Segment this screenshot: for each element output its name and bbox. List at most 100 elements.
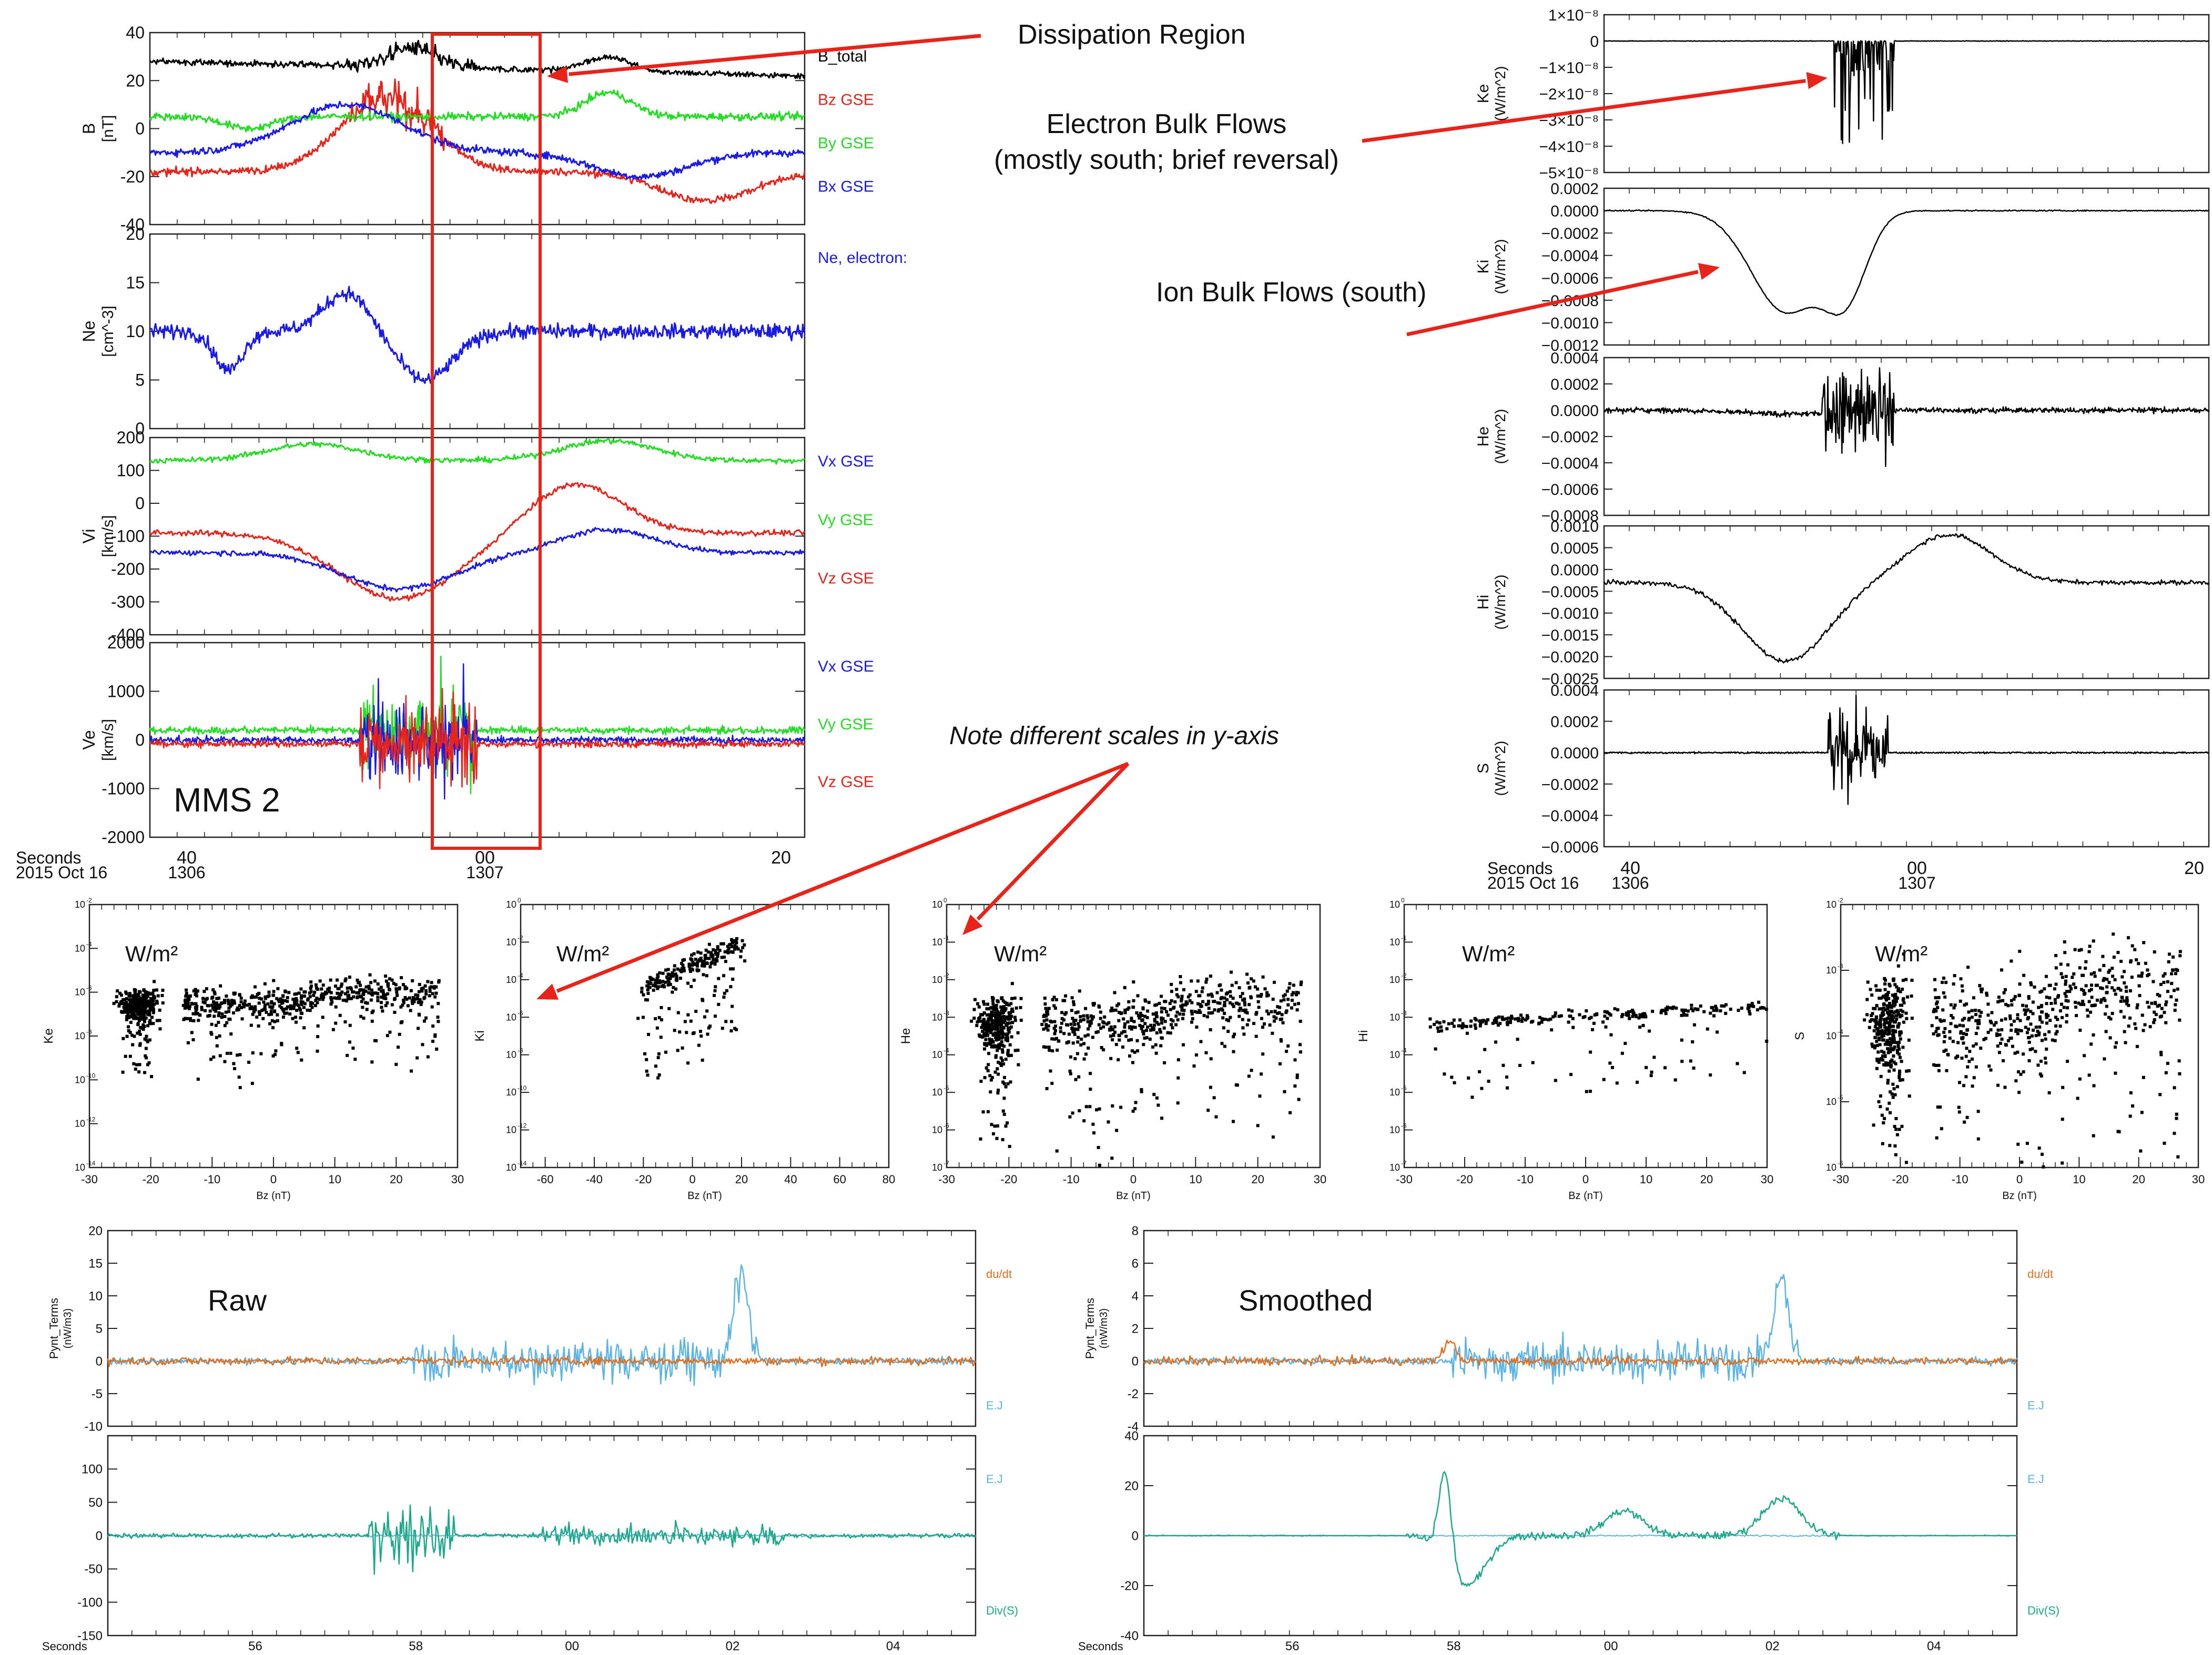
scatter-point <box>2034 1034 2038 1038</box>
scatter-point <box>2157 1003 2161 1007</box>
scatter-point <box>2044 1061 2047 1065</box>
scatter-point <box>384 979 388 983</box>
scatter-point <box>266 995 270 998</box>
scatter-point <box>1634 1013 1638 1017</box>
y-tick-label: 10 <box>88 1289 103 1303</box>
scatter-point <box>295 1047 299 1050</box>
scatter-point <box>1084 1105 1088 1109</box>
scatter-point <box>1952 982 1955 986</box>
scatter-point <box>239 1000 243 1004</box>
scatter-point <box>1005 1002 1009 1005</box>
y-axis-label: Ne <box>79 321 98 342</box>
scatter-point <box>1004 1023 1008 1027</box>
scatter-point <box>309 980 313 984</box>
scatter-point <box>277 998 280 1002</box>
scatter-point <box>1126 1008 1130 1011</box>
scatter-point <box>2154 1013 2158 1017</box>
scatter-points <box>112 973 441 1089</box>
x-tick-label: 60 <box>833 1173 846 1186</box>
scatter-point <box>1898 1079 1902 1082</box>
scatter-point <box>1885 1039 1889 1042</box>
scatter-point <box>636 1017 640 1020</box>
scatter-point <box>692 952 696 956</box>
scatter-point <box>1002 1026 1006 1030</box>
scatter-point <box>145 991 149 994</box>
y-tick-label: 10 <box>75 1162 85 1173</box>
scatter-point <box>291 998 295 1001</box>
scatter-point <box>1901 1045 1905 1049</box>
scatter-point <box>355 991 359 994</box>
scatter-point <box>1298 1050 1302 1054</box>
scatter-point <box>2086 1014 2090 1018</box>
scatter-point <box>232 1011 235 1014</box>
scatter-point <box>1001 1059 1004 1062</box>
right-panel-frame <box>1603 525 2210 679</box>
scatter-point <box>1120 1031 1123 1035</box>
scatter-point <box>2135 1006 2139 1010</box>
scatter-point <box>2084 984 2088 988</box>
scatter-point <box>2139 1149 2143 1153</box>
scatter-point <box>134 991 137 995</box>
y-tick-label: 0 <box>135 119 145 138</box>
scatter-point <box>294 1016 298 1019</box>
scatter-point <box>294 997 298 1001</box>
scatter-point <box>1977 1009 1981 1012</box>
scatter-point <box>1465 1024 1468 1028</box>
scatter-point <box>1102 1021 1106 1024</box>
scatter-point <box>1893 1093 1897 1096</box>
scatter-point <box>735 1028 738 1031</box>
scatter-point <box>657 1052 661 1055</box>
scatter-point <box>2127 1003 2130 1007</box>
y-tick-exponent: -6 <box>943 1122 949 1130</box>
scatter-point <box>1712 1009 1716 1012</box>
scatter-point <box>201 997 205 1000</box>
x-tick-label: 00 <box>1604 1639 1618 1653</box>
scatter-point <box>2053 987 2056 991</box>
scatter-point <box>989 1090 992 1094</box>
scatter-point <box>385 1001 389 1004</box>
scatter-point <box>1452 1024 1456 1028</box>
scatter-point <box>287 991 291 994</box>
scatter-point <box>998 1011 1002 1015</box>
scatter-point <box>1506 1023 1509 1027</box>
scatter-point <box>1955 1054 1959 1058</box>
scatter-point <box>1884 978 1887 982</box>
scatter-point <box>1293 1058 1297 1062</box>
scatter-point <box>1890 1019 1894 1022</box>
scatter-point <box>1117 1019 1121 1022</box>
scatter-point <box>1496 1023 1500 1027</box>
scatter-point <box>249 1023 253 1027</box>
y-tick-label: 40 <box>126 23 145 42</box>
scatter-point <box>1603 1010 1607 1013</box>
scatter-point <box>1611 1065 1614 1069</box>
scatter-point <box>211 1006 215 1009</box>
scatter-point <box>1962 1032 1965 1035</box>
scatter-point <box>1295 993 1298 997</box>
scatter-point <box>690 953 694 957</box>
scatter-point <box>2093 971 2096 974</box>
scatter-point <box>1013 996 1017 1000</box>
scatter-point <box>1550 1028 1554 1032</box>
scatter-point <box>145 1056 148 1060</box>
scatter-point <box>1173 1000 1177 1004</box>
scatter-point <box>1487 1080 1490 1083</box>
scatter-point <box>278 1004 282 1008</box>
scatter-point <box>1644 1015 1648 1019</box>
scatter-point <box>1484 1022 1488 1026</box>
scatter-point <box>1882 1063 1885 1067</box>
scatter-point <box>1130 1038 1133 1041</box>
scatter-point <box>991 997 995 1000</box>
scatter-point <box>1974 1065 1978 1069</box>
scatter-point <box>238 1086 242 1089</box>
ne-series-line <box>149 286 806 384</box>
scatter-point <box>263 982 267 986</box>
scatter-point <box>1627 1010 1630 1013</box>
scatter-point <box>1170 999 1173 1002</box>
scatter-point <box>1180 997 1183 1001</box>
scatter-point <box>1876 1043 1879 1047</box>
scatter-point <box>1160 1021 1164 1025</box>
y-tick-label: 10 <box>75 943 85 953</box>
scatter-point <box>978 1034 982 1038</box>
scatter-point <box>1888 1026 1891 1029</box>
scatter-point <box>1901 979 1905 982</box>
